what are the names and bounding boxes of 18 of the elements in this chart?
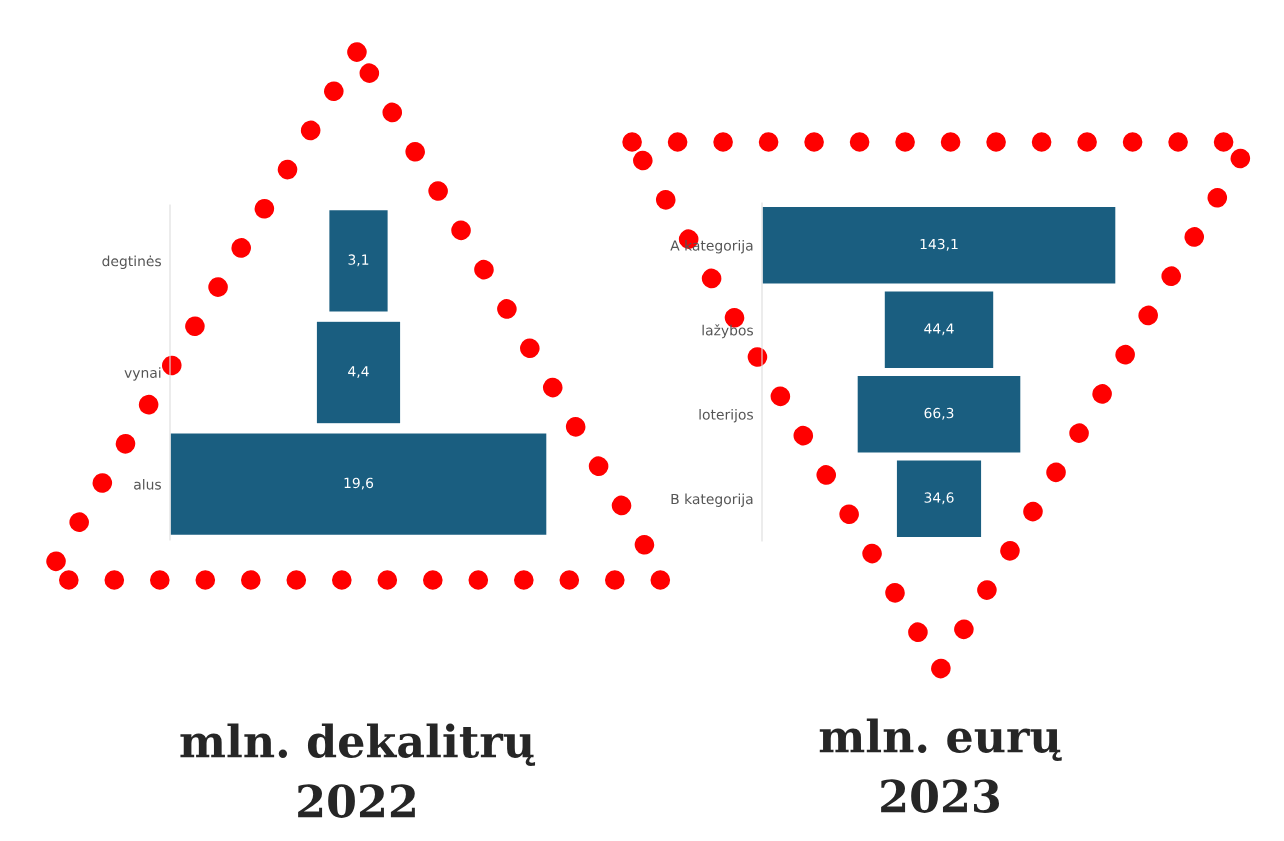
category-label: vynai — [124, 367, 161, 381]
data-label: 3,1 — [348, 254, 369, 267]
data-label: 34,6 — [924, 492, 954, 505]
data-label: 143,1 — [920, 238, 958, 251]
category-label: alus — [134, 478, 161, 490]
text: 2022 — [298, 784, 415, 818]
data-label: 66,3 — [924, 407, 954, 420]
text: mln. eurų — [819, 718, 1062, 761]
category-label: loterijos — [699, 408, 753, 423]
category-label: degtinės — [102, 255, 161, 269]
data-label: 44,4 — [924, 323, 954, 336]
category-label: A kategorija — [670, 239, 753, 254]
text: 2023 — [881, 779, 1000, 813]
text: mln. dekalitrų — [180, 723, 536, 766]
category-label: lažybos — [702, 324, 753, 339]
data-label: 19,6 — [344, 477, 374, 490]
data-label: 4,4 — [348, 366, 369, 378]
category-label: B kategorija — [671, 493, 753, 507]
